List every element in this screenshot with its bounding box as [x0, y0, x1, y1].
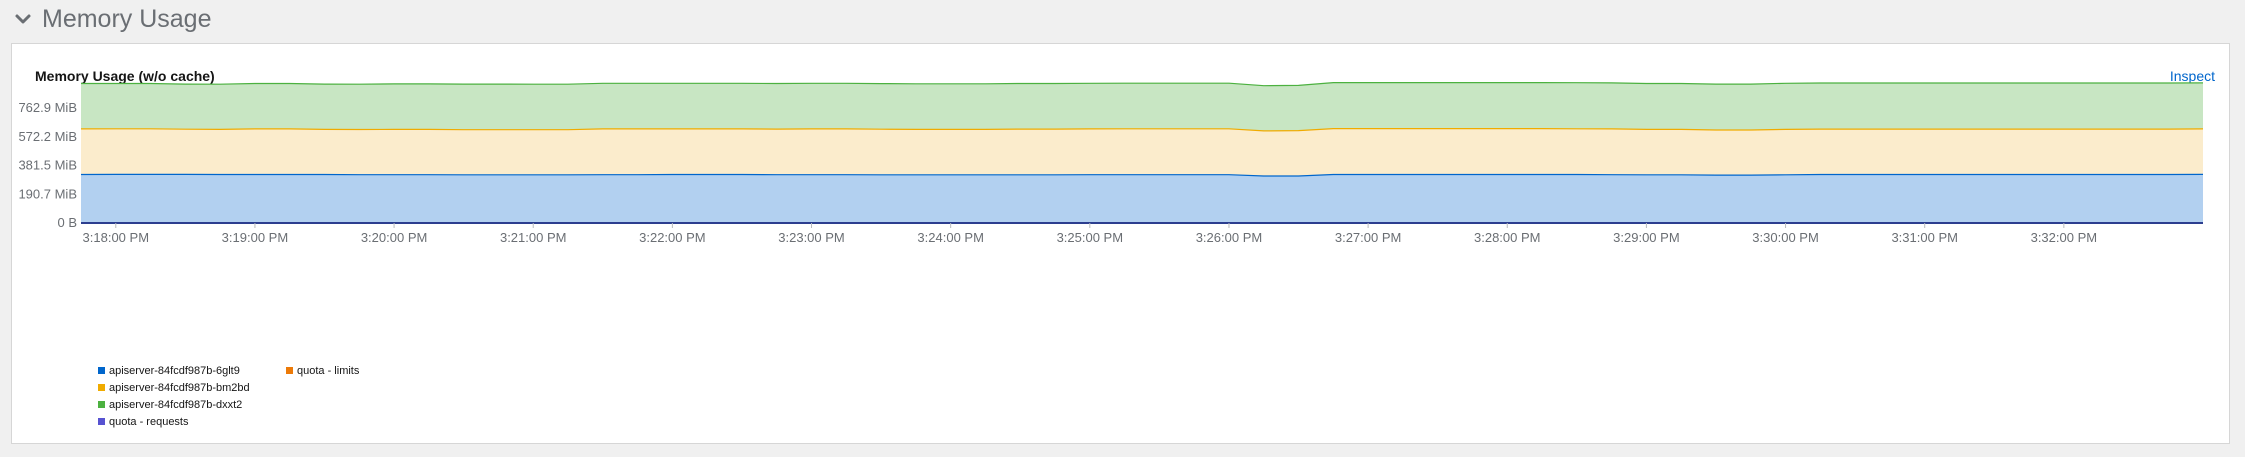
- legend-label: apiserver-84fcdf987b-bm2bd: [109, 381, 250, 394]
- area-6glt9: [81, 174, 2203, 223]
- legend-swatch: [286, 367, 293, 374]
- area-dxxt2: [81, 82, 2203, 131]
- legend-label: apiserver-84fcdf987b-6glt9: [109, 364, 240, 377]
- area-bm2bd: [81, 128, 2203, 176]
- y-tick-label: 572.2 MiB: [18, 129, 77, 144]
- legend-swatch: [98, 367, 105, 374]
- card-title: Memory Usage (w/o cache): [35, 68, 215, 84]
- x-tick-label: 3:29:00 PM: [1613, 230, 1680, 245]
- memory-usage-section-toggle[interactable]: Memory Usage: [14, 2, 212, 36]
- x-tick-label: 3:22:00 PM: [639, 230, 706, 245]
- y-tick-label: 0 B: [57, 215, 77, 230]
- legend-swatch: [98, 418, 105, 425]
- x-tick-label: 3:18:00 PM: [83, 230, 150, 245]
- inspect-link[interactable]: Inspect: [2169, 68, 2215, 84]
- legend-item: quota - limits: [286, 362, 359, 379]
- memory-usage-chart: 0 B 190.7 MiB 381.5 MiB 572.2 MiB 762.9 MiB 3…: [18, 81, 2204, 245]
- x-tick-label: 3:26:00 PM: [1196, 230, 1263, 245]
- legend-item: apiserver-84fcdf987b-bm2bd: [98, 379, 286, 396]
- x-tick-label: 3:21:00 PM: [500, 230, 567, 245]
- x-tick-label: 3:28:00 PM: [1474, 230, 1541, 245]
- line-dxxt2: [81, 81, 2204, 87]
- x-tick-label: 3:31:00 PM: [1891, 230, 1958, 245]
- legend-label: quota - requests: [109, 415, 189, 428]
- legend-item: apiserver-84fcdf987b-6glt9: [98, 362, 286, 379]
- legend-swatch: [98, 401, 105, 408]
- legend-item: quota - requests: [98, 413, 286, 430]
- legend-swatch: [98, 384, 105, 391]
- x-tick-label: 3:20:00 PM: [361, 230, 428, 245]
- x-tick-label: 3:19:00 PM: [222, 230, 289, 245]
- y-tick-label: 190.7 MiB: [18, 186, 77, 201]
- memory-usage-card: Memory Usage (w/o cache) Inspect 0 B 190.…: [11, 43, 2230, 444]
- legend-item: apiserver-84fcdf987b-dxxt2: [98, 396, 286, 413]
- legend-label: quota - limits: [297, 364, 360, 377]
- chevron-down-icon: [15, 14, 31, 24]
- y-tick-label: 381.5 MiB: [18, 158, 77, 173]
- x-tick-label: 3:27:00 PM: [1335, 230, 1402, 245]
- x-tick-label: 3:32:00 PM: [2031, 230, 2098, 245]
- line-bm2bd: [80, 127, 2204, 132]
- y-tick-label: 762.9 MiB: [18, 100, 77, 115]
- line-6glt9: [80, 173, 2204, 177]
- section-title: Memory Usage: [42, 4, 212, 33]
- x-tick-label: 3:24:00 PM: [917, 230, 984, 245]
- chart-legend: apiserver-84fcdf987b-6glt9 apiserver-84fc…: [98, 362, 359, 430]
- legend-label: apiserver-84fcdf987b-dxxt2: [109, 398, 243, 411]
- x-tick-label: 3:30:00 PM: [1752, 230, 1819, 245]
- x-tick-label: 3:25:00 PM: [1057, 230, 1124, 245]
- x-tick-label: 3:23:00 PM: [778, 230, 845, 245]
